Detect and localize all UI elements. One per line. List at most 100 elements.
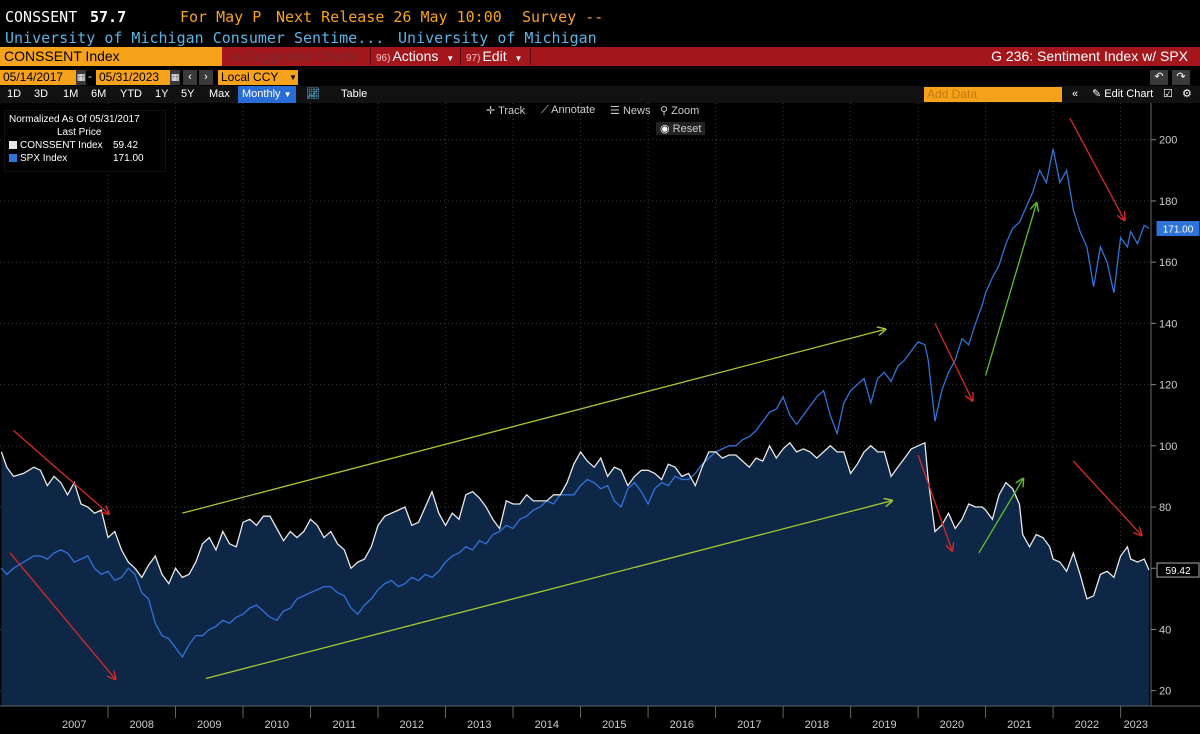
- ticker-symbol: CONSSENT: [5, 8, 78, 26]
- spx-series-line: [0, 148, 1150, 659]
- chart-toolbar: CONSSENT Index 94) Suggested Charts 96) Ac…: [0, 47, 1200, 66]
- annotate-label: Annotate: [551, 104, 596, 116]
- y-tick-label: 180: [1159, 196, 1177, 208]
- x-tick-label: 2015: [602, 719, 626, 731]
- magnifier-icon: ⚲: [660, 105, 669, 117]
- reset-label: Reset: [672, 123, 702, 135]
- x-tick-label: 2021: [1007, 719, 1031, 731]
- spx-last-label-box: [1156, 220, 1200, 236]
- y-tick-label: 100: [1159, 441, 1177, 453]
- currency-dropdown-icon[interactable]: ▼: [288, 70, 298, 85]
- x-tick-label: 2009: [197, 719, 221, 731]
- edit-chart-button[interactable]: ✎ Edit Chart: [1092, 86, 1153, 103]
- date-range-bar: 05/14/2017 ▦ - 05/31/2023 ▦ ‹ › Local CC…: [0, 69, 1200, 87]
- data-source: University of Michigan: [398, 29, 597, 47]
- annotate-tool[interactable]: ⟋ Annotate: [541, 104, 595, 117]
- legend-consent-name: CONSSENT Index: [20, 140, 103, 151]
- legend-item-spx[interactable]: SPX Index: [9, 153, 67, 164]
- y-axis: 20406080100120140160180200: [1151, 135, 1177, 698]
- period-1y[interactable]: 1Y: [155, 88, 169, 100]
- legend-title: Normalized As Of 05/31/2017: [9, 114, 140, 125]
- title-bar: CONSSENT 57.7 For May P Next Release 26 …: [0, 0, 1200, 30]
- table-button[interactable]: Table: [341, 88, 368, 100]
- redo-button[interactable]: ↷: [1172, 70, 1190, 85]
- period-3d[interactable]: 3D: [34, 88, 49, 100]
- edit-button[interactable]: 97) Edit ▼: [466, 47, 522, 66]
- line-chart-icon[interactable]: 📈︎: [306, 88, 320, 100]
- suggested-charts-button[interactable]: 94) Suggested Charts: [229, 47, 358, 66]
- frequency-dropdown-icon: ▼: [283, 90, 292, 99]
- edit-settings-icon[interactable]: ☑: [1163, 88, 1173, 100]
- zoom-tool[interactable]: ⚲ Zoom: [660, 104, 699, 117]
- legend-item-consent[interactable]: CONSSENT Index: [9, 140, 103, 151]
- end-date-field[interactable]: 05/31/2023: [96, 70, 170, 85]
- legend-spx-name: SPX Index: [20, 153, 68, 164]
- x-tick-label: 2010: [265, 719, 289, 731]
- annotation-arrow: [917, 454, 952, 550]
- survey: Survey --: [522, 8, 604, 26]
- y-tick-label: 160: [1159, 257, 1177, 269]
- actions-dropdown-icon: ▼: [446, 54, 455, 63]
- security-description: University of Michigan Consumer Sentime.…: [5, 29, 385, 47]
- description-bar: University of Michigan Consumer Sentime.…: [0, 28, 1200, 47]
- currency-select[interactable]: Local CCY: [218, 70, 288, 85]
- annotation-arrow: [984, 204, 1037, 376]
- consent-last-label-text: 59.42: [1165, 566, 1190, 577]
- next-release: Next Release 26 May 10:00: [276, 8, 502, 26]
- y-tick-label: 20: [1159, 686, 1171, 698]
- crosshair-icon: ✛: [486, 105, 496, 117]
- next-period-button[interactable]: ›: [199, 70, 213, 85]
- security-field[interactable]: CONSSENT Index: [0, 47, 222, 66]
- last-value: 57.7: [90, 8, 127, 26]
- period-ytd[interactable]: YTD: [120, 88, 142, 100]
- period-1m[interactable]: 1M: [63, 88, 79, 100]
- grid-lines: [0, 103, 1151, 706]
- x-tick-label: 2008: [130, 719, 154, 731]
- collapse-icon[interactable]: «: [1072, 88, 1079, 100]
- x-tick-label: 2012: [400, 719, 424, 731]
- edit-number: 97): [466, 53, 481, 64]
- x-tick-label: 2013: [467, 719, 491, 731]
- y-tick-label: 120: [1159, 380, 1177, 392]
- zoom-label: Zoom: [671, 105, 700, 117]
- chart-area[interactable]: 20406080100120140160180200 2007200820092…: [0, 103, 1200, 734]
- x-tick-label: 2017: [737, 719, 761, 731]
- prev-period-button[interactable]: ‹: [183, 70, 197, 85]
- x-tick-label: 2022: [1075, 719, 1099, 731]
- x-tick-label: 2023: [1124, 719, 1148, 731]
- start-date-field[interactable]: 05/14/2017: [0, 70, 76, 85]
- y-tick-label: 200: [1159, 135, 1177, 147]
- chart-legend[interactable]: Normalized As Of 05/31/2017 Last Price C…: [4, 110, 166, 172]
- consent-series-line: [0, 441, 1150, 600]
- annotation-arrow: [978, 479, 1023, 554]
- track-tool[interactable]: ✛ Track: [486, 104, 525, 117]
- news-icon: ☰: [610, 105, 620, 117]
- gear-icon[interactable]: ⚙: [1182, 88, 1192, 100]
- period-max[interactable]: Max: [209, 88, 230, 100]
- annotation-arrow: [205, 501, 891, 680]
- add-data-input[interactable]: Add Data: [924, 87, 1062, 102]
- track-label: Track: [498, 105, 526, 117]
- start-calendar-icon[interactable]: ▦: [76, 70, 86, 85]
- period-5y[interactable]: 5Y: [181, 88, 195, 100]
- actions-number: 96): [376, 53, 391, 64]
- undo-button[interactable]: ↶: [1150, 70, 1168, 85]
- legend-subtitle: Last Price: [57, 127, 102, 138]
- x-axis: 2007 2008 2009 2010 2011 2012 2013 2014 2015 2016…: [62, 706, 1148, 731]
- x-tick-label: 2011: [332, 719, 356, 731]
- x-tick-label: 2020: [940, 719, 964, 731]
- actions-label: Actions: [392, 48, 439, 64]
- y-tick-label: 140: [1159, 318, 1177, 330]
- x-tick-label: 2019: [872, 719, 896, 731]
- period-6m[interactable]: 6M: [91, 88, 107, 100]
- spx-swatch: [9, 154, 17, 163]
- edit-chart-label: Edit Chart: [1104, 88, 1154, 100]
- reset-button[interactable]: ◉ Reset: [656, 122, 706, 135]
- end-calendar-icon[interactable]: ▦: [170, 70, 180, 85]
- actions-button[interactable]: 96) Actions ▼: [376, 47, 454, 66]
- period-1d[interactable]: 1D: [7, 88, 22, 100]
- frequency-select[interactable]: Monthly ▼: [238, 86, 296, 103]
- news-label: News: [622, 105, 651, 117]
- news-tool[interactable]: ☰ News: [610, 104, 650, 117]
- annotation-arrow: [182, 330, 884, 514]
